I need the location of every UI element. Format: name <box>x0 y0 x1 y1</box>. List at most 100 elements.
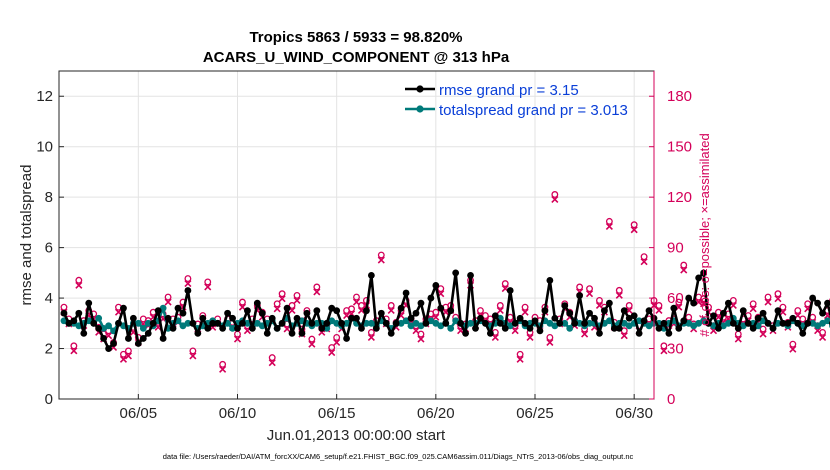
series-rmse <box>60 269 830 352</box>
rmse-point <box>566 309 574 317</box>
obs-assimilated-point <box>268 359 276 367</box>
totalspread-point <box>824 317 830 325</box>
rmse-point <box>268 314 276 322</box>
obs-possible-point <box>516 350 524 358</box>
obs-possible-point <box>293 291 301 299</box>
rmse-point <box>491 312 499 320</box>
rmse-point <box>372 324 380 332</box>
rmse-point <box>477 314 484 322</box>
x-tick-label: 06/15 <box>318 405 356 422</box>
rmse-point <box>596 330 603 337</box>
obs-possible-point <box>268 354 276 362</box>
obs-possible-point <box>586 285 593 293</box>
rmse-point <box>601 307 608 315</box>
rmse-point <box>139 335 147 342</box>
legend-spread-label: totalspread grand pr = 3.013 <box>439 102 628 119</box>
obs-possible-point <box>615 286 623 294</box>
obs-possible-point <box>729 296 737 304</box>
obs-possible-point <box>521 303 529 311</box>
obs-possible-point <box>481 312 489 320</box>
rmse-point <box>734 324 742 332</box>
obs-assimilated-point <box>119 355 128 363</box>
obs-possible-point <box>799 315 807 323</box>
obs-assimilated-point <box>387 306 395 315</box>
rmse-point <box>764 319 772 327</box>
obs-possible-point <box>189 347 197 355</box>
obs-possible-point <box>596 296 603 304</box>
grid <box>59 71 654 400</box>
y-right-tick-label: 90 <box>667 240 684 257</box>
rmse-point <box>179 309 187 317</box>
obs-assimilated-point <box>313 288 321 296</box>
rmse-point <box>298 330 306 337</box>
rmse-point <box>501 324 509 332</box>
y-right-tick-label: 150 <box>667 139 692 156</box>
obs-assimilated-point <box>660 347 668 355</box>
totalspread-point <box>467 319 474 327</box>
rmse-point <box>244 307 251 315</box>
rmse-point <box>581 319 588 327</box>
totalspread-point <box>134 319 142 327</box>
y-right-tick-label: 120 <box>667 189 692 206</box>
rmse-point <box>288 330 296 337</box>
rmse-point <box>670 304 678 312</box>
obs-assimilated-point <box>293 296 301 304</box>
rmse-point <box>174 304 182 312</box>
obs-possible-point <box>239 298 246 306</box>
obs-possible-point <box>779 303 787 311</box>
y-right-tick-label: 0 <box>667 391 675 408</box>
rmse-point <box>234 324 241 332</box>
obs-assimilated-point <box>189 352 197 360</box>
rmse-point <box>422 319 430 327</box>
obs-possible-point <box>353 293 360 301</box>
rmse-point <box>95 324 103 332</box>
y-right-tick-label: 180 <box>667 88 692 105</box>
y-tick-label: 2 <box>45 341 53 358</box>
rmse-point <box>149 319 157 327</box>
rmse-point <box>283 304 291 312</box>
rmse-point <box>313 307 321 315</box>
obs-assimilated-point <box>278 295 286 303</box>
legend-spread-marker <box>416 105 424 113</box>
rmse-point <box>744 319 752 327</box>
rmse-point <box>511 319 519 327</box>
rmse-point <box>358 324 365 332</box>
totalspread-point <box>95 314 103 322</box>
rmse-point <box>263 330 271 337</box>
y-tick-label: 4 <box>45 290 53 307</box>
rmse-point <box>209 319 217 327</box>
y-tick-label: 12 <box>36 88 53 105</box>
obs-assimilated-point <box>630 226 638 234</box>
rmse-point <box>343 335 350 342</box>
rmse-point <box>789 314 797 322</box>
y-tick-label: 0 <box>45 391 53 408</box>
x-axis: 06/05 06/10 06/15 06/20 06/25 06/30 <box>120 394 653 422</box>
x-tick-label: 06/30 <box>615 405 653 422</box>
rmse-point <box>655 324 663 332</box>
obs-assimilated-point <box>680 266 688 274</box>
rmse-point <box>100 335 108 342</box>
rmse-point <box>417 299 425 307</box>
rmse-point <box>169 324 177 332</box>
obs-possible-point <box>501 280 509 288</box>
rmse-point <box>447 307 455 315</box>
rmse-point <box>749 324 757 332</box>
obs-possible-point <box>764 293 772 301</box>
obs-possible-point <box>774 290 782 298</box>
obs-assimilated-point <box>581 330 589 338</box>
obs-possible-point <box>377 251 385 259</box>
obs-assimilated-point <box>625 306 633 315</box>
obs-possible-point <box>417 330 425 338</box>
rmse-point <box>521 319 529 327</box>
y-tick-label: 6 <box>45 240 53 257</box>
obs-possible-point <box>794 307 802 314</box>
obs-possible-point <box>819 328 827 336</box>
rmse-point <box>397 304 405 312</box>
rmse-point <box>402 289 410 297</box>
obs-possible-point <box>630 221 638 229</box>
rmse-point <box>685 294 693 302</box>
rmse-point <box>80 330 88 337</box>
totalspread-point <box>561 319 569 327</box>
rmse-point <box>605 299 613 307</box>
